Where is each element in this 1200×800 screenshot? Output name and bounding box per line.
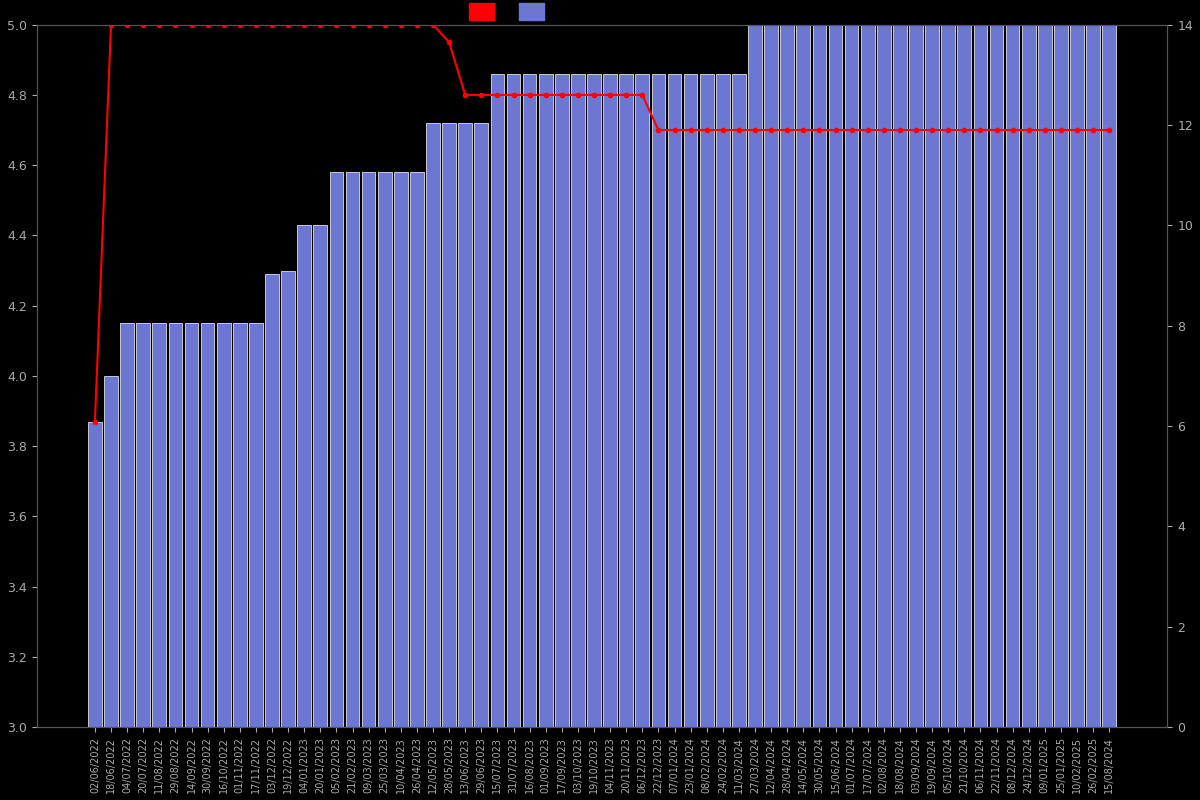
Bar [893, 25, 907, 727]
Bar [426, 123, 440, 727]
Bar [185, 323, 198, 727]
Bar [1054, 25, 1068, 727]
Bar [137, 323, 150, 727]
Bar [877, 25, 890, 727]
Bar [554, 74, 569, 727]
Bar [812, 25, 827, 727]
Bar [1038, 25, 1051, 727]
Bar [217, 323, 230, 727]
Bar [845, 25, 858, 727]
Bar [990, 25, 1003, 727]
Bar [313, 225, 328, 727]
Bar [491, 74, 504, 727]
Bar [104, 376, 118, 727]
Bar [152, 323, 166, 727]
Legend: , : , [468, 3, 554, 19]
Bar [88, 422, 102, 727]
Bar [443, 123, 456, 727]
Bar [506, 74, 521, 727]
Bar [539, 74, 552, 727]
Bar [684, 74, 697, 727]
Bar [330, 172, 343, 727]
Bar [748, 25, 762, 727]
Bar [523, 74, 536, 727]
Bar [860, 25, 875, 727]
Bar [652, 74, 665, 727]
Bar [200, 323, 215, 727]
Bar [732, 74, 745, 727]
Bar [925, 25, 938, 727]
Bar [168, 323, 182, 727]
Bar [458, 123, 472, 727]
Bar [281, 270, 295, 727]
Bar [361, 172, 376, 727]
Bar [716, 74, 730, 727]
Bar [667, 74, 682, 727]
Bar [233, 323, 247, 727]
Bar [571, 74, 584, 727]
Bar [1006, 25, 1020, 727]
Bar [941, 25, 955, 727]
Bar [250, 323, 263, 727]
Bar [1086, 25, 1100, 727]
Bar [619, 74, 634, 727]
Bar [410, 172, 424, 727]
Bar [829, 25, 842, 727]
Bar [797, 25, 810, 727]
Bar [780, 25, 794, 727]
Bar [378, 172, 391, 727]
Bar [265, 274, 278, 727]
Bar [1022, 25, 1036, 727]
Bar [958, 25, 971, 727]
Bar [1070, 25, 1084, 727]
Bar [764, 25, 778, 727]
Bar [700, 74, 714, 727]
Bar [604, 74, 617, 727]
Bar [120, 323, 134, 727]
Bar [973, 25, 988, 727]
Bar [394, 172, 408, 727]
Bar [1103, 25, 1116, 727]
Bar [474, 123, 488, 727]
Bar [587, 74, 601, 727]
Bar [636, 74, 649, 727]
Bar [346, 172, 359, 727]
Bar [298, 225, 311, 727]
Bar [910, 25, 923, 727]
